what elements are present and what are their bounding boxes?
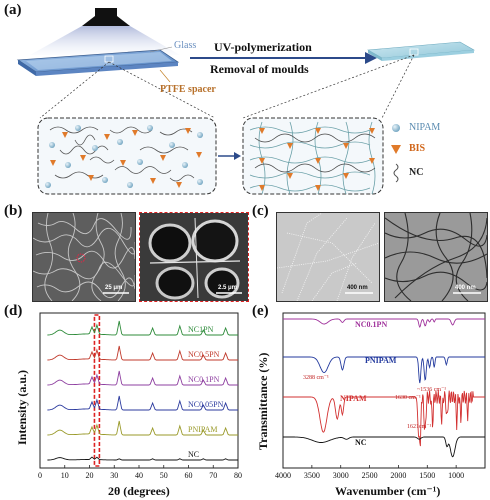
- spacer-label: PTFE spacer: [160, 84, 216, 95]
- xrd-series-label: NC: [188, 450, 199, 459]
- c-right-scale-text: 400 nm: [455, 285, 476, 291]
- xrd-series-line: [47, 370, 238, 386]
- tem-image-dispersed-nc: 400 nm: [276, 212, 380, 302]
- hydrogel-film: [367, 41, 475, 61]
- xrd-xtick-label: 60: [185, 471, 193, 480]
- ftir-series-line: [283, 436, 485, 458]
- ftir-xtick-label: 2500: [362, 471, 378, 480]
- xrd-series-line: [47, 420, 238, 436]
- ftir-plot-frame: [282, 312, 486, 469]
- xrd-chart: Intensity (a.u.) 2θ (degrees) 0 10 20 30 40 5…: [15, 312, 242, 498]
- panel-label-e: (e): [252, 303, 269, 319]
- schematic-diagram: [16, 8, 475, 195]
- uv-lamp-icon: [30, 8, 180, 55]
- xrd-xtick-label: 20: [86, 471, 94, 480]
- sem-image-high-mag: 2.5 μm: [139, 212, 249, 302]
- xrd-xtick-label: 0: [38, 471, 42, 480]
- ftir-series-line: [283, 318, 485, 328]
- legend-bis-label: BIS: [409, 143, 426, 154]
- ftir-series-label: NIPAM: [340, 394, 367, 403]
- legend-nc-icon: [393, 163, 399, 183]
- precursor-zoom-box: [37, 117, 217, 195]
- c-left-scale-text: 400 nm: [347, 285, 368, 291]
- xrd-highlight-band: [93, 314, 101, 467]
- panel-label-a: (a): [4, 2, 22, 18]
- ftir-xtick-label: 1500: [419, 471, 435, 480]
- ftir-annotation: 1621cm⁻¹: [407, 424, 431, 430]
- xrd-series-line: [47, 345, 238, 361]
- ftir-series-label: PNIPAM: [365, 356, 397, 365]
- ftir-annotation: ~1536 cm⁻¹: [417, 387, 446, 393]
- ftir-xtick-label: 1000: [448, 471, 464, 480]
- xrd-series-line: [47, 395, 238, 411]
- xrd-xtick-label: 30: [110, 471, 118, 480]
- xrd-ylabel: Intensity (a.u.): [15, 370, 29, 445]
- precursor-nipam-spheres: [45, 125, 203, 188]
- process-step-2: Removal of moulds: [210, 62, 309, 76]
- xrd-xtick-label: 10: [61, 471, 69, 480]
- xrd-series-label: NC0.5PN: [188, 350, 220, 359]
- xrd-xtick-label: 40: [135, 471, 143, 480]
- tem-image-network: 400 nm: [384, 212, 488, 302]
- b-left-scale-text: 25 μm: [105, 285, 122, 291]
- ftir-xtick-label: 3000: [333, 471, 349, 480]
- xrd-series-line: [47, 456, 238, 461]
- ftir-series-label: NC: [355, 438, 367, 447]
- precursor-bis-triangles: [50, 128, 202, 188]
- panel-label-b: (b): [4, 203, 23, 219]
- ftir-series-line: [283, 356, 485, 384]
- ftir-xlabel: Wavenumber (cm⁻¹): [335, 484, 440, 498]
- process-step-1: UV-polymerization: [214, 40, 312, 54]
- ftir-chart: Transmittance (%) Wavenumber (cm⁻¹) 4000…: [256, 312, 486, 498]
- legend-bis-icon: [391, 145, 401, 154]
- network-bis-triangles: [259, 128, 375, 191]
- xrd-xtick-label: 50: [160, 471, 168, 480]
- xrd-xtick-label: 70: [209, 471, 217, 480]
- xrd-series-label: PNIPAM: [188, 425, 218, 434]
- ftir-annotation: 1630 cm⁻¹: [395, 395, 421, 401]
- xrd-series-label: NC0.05PN: [188, 400, 224, 409]
- glass-mould: [16, 49, 180, 76]
- panel-label-c: (c): [252, 203, 269, 219]
- ftir-ylabel: Transmittance (%): [256, 353, 270, 450]
- ftir-xtick-label: 3500: [304, 471, 320, 480]
- sem-image-low-mag: 25 μm: [32, 212, 136, 302]
- legend-nipam-label: NIPAM: [409, 122, 441, 133]
- panel-label-d: (d): [4, 303, 23, 319]
- ftir-xtick-label: 4000: [275, 471, 291, 480]
- network-nc-chains: [254, 133, 376, 173]
- legend-nipam-icon: [392, 124, 400, 132]
- b-right-scale-text: 2.5 μm: [218, 285, 237, 291]
- xrd-plot-frame: [39, 312, 239, 469]
- precursor-nc-chains: [49, 126, 195, 182]
- ftir-series-line: [283, 390, 485, 447]
- ftir-series-label: NC0.1PN: [355, 320, 387, 329]
- xrd-xtick-label: 80: [234, 471, 242, 480]
- xrd-series-label: NC0.1PN: [188, 375, 220, 384]
- xrd-series-label: NC1PN: [188, 325, 214, 334]
- ftir-annotation: 3288 cm⁻¹: [303, 375, 329, 381]
- xrd-xlabel: 2θ (degrees): [108, 484, 170, 498]
- xrd-series-line: [47, 320, 238, 336]
- ftir-xtick-label: 2000: [390, 471, 406, 480]
- glass-label: Glass: [174, 40, 197, 51]
- legend-nc-label: NC: [409, 167, 424, 178]
